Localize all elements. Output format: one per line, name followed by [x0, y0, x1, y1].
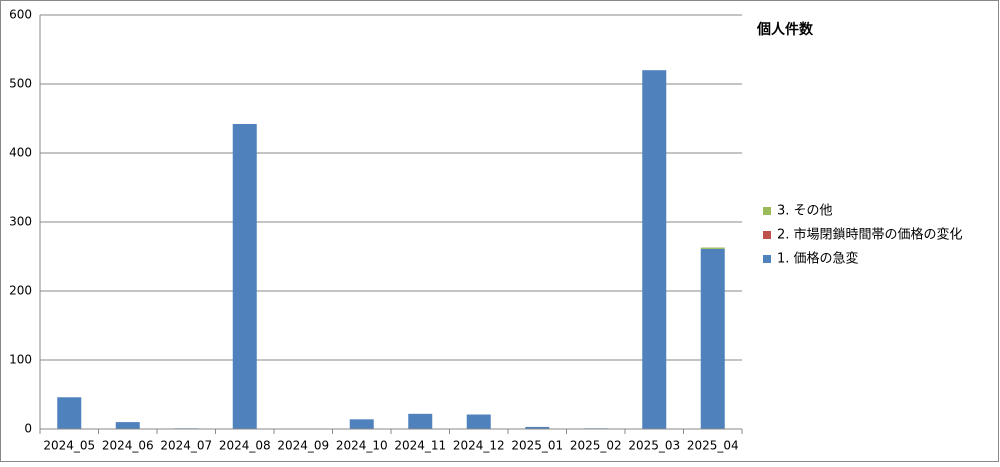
y-tick-label: 400 [9, 146, 32, 160]
y-tick-label: 0 [24, 422, 32, 436]
x-tick-label: 2025_04 [687, 439, 739, 453]
x-tick-label: 2025_03 [628, 439, 680, 453]
legend-label: 1. 価格の急変 [777, 251, 859, 267]
legend-label: 3. その他 [777, 204, 833, 219]
x-tick-label: 2024_09 [277, 439, 329, 453]
y-tick-label: 200 [9, 284, 32, 298]
x-tick-label: 2024_07 [160, 439, 212, 453]
legend-swatch [763, 207, 771, 215]
legend-swatch [763, 255, 771, 263]
x-tick-label: 2025_01 [511, 439, 563, 453]
y-tick-label: 500 [9, 77, 32, 91]
x-tick-label: 2024_10 [336, 439, 388, 453]
bar [349, 419, 374, 429]
bar [700, 247, 725, 249]
bar [700, 248, 725, 429]
x-tick-label: 2024_06 [102, 439, 154, 453]
x-tick-label: 2024_08 [219, 439, 271, 453]
x-tick-label: 2025_02 [570, 439, 622, 453]
x-tick-label: 2024_11 [394, 439, 446, 453]
bar [232, 124, 257, 430]
x-tick-label: 2024_12 [453, 439, 505, 453]
y-tick-label: 300 [9, 215, 32, 229]
bar [408, 413, 433, 429]
bar [466, 414, 491, 429]
y-tick-label: 600 [9, 8, 32, 22]
bar [115, 422, 140, 429]
y-tick-label: 100 [9, 353, 32, 367]
legend-title: 個人件数 [756, 21, 814, 38]
legend-swatch [763, 231, 771, 239]
x-tick-label: 2024_05 [43, 439, 95, 453]
bar [525, 426, 550, 429]
legend-label: 2. 市場閉鎖時間帯の価格の変化 [777, 227, 963, 243]
bar [57, 397, 82, 429]
bar [642, 70, 667, 429]
